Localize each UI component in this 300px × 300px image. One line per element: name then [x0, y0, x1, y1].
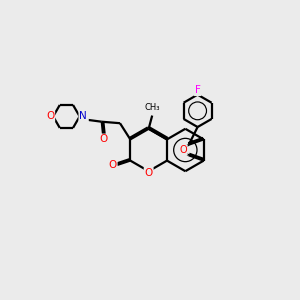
Text: N: N: [79, 111, 87, 122]
Text: O: O: [46, 111, 54, 122]
Text: F: F: [195, 85, 200, 95]
Text: O: O: [99, 134, 107, 144]
Text: CH₃: CH₃: [144, 103, 160, 112]
Text: O: O: [145, 168, 153, 178]
Text: O: O: [179, 145, 187, 155]
Text: N: N: [80, 114, 88, 124]
Text: O: O: [109, 160, 117, 170]
